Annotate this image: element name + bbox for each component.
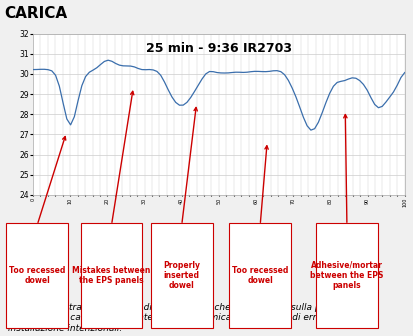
Text: Il grafico mostra le differenze di temperatura che si verificano sulla parte
sup: Il grafico mostra le differenze di tempe… [8, 303, 339, 333]
Text: Mistakes between
the EPS panels: Mistakes between the EPS panels [72, 266, 151, 285]
Text: Properly
inserted
dowel: Properly inserted dowel [163, 261, 200, 290]
Text: CARICA: CARICA [4, 6, 67, 21]
Text: Too recessed
dowel: Too recessed dowel [232, 266, 288, 285]
Text: Adhesive/mortar
between the EPS
panels: Adhesive/mortar between the EPS panels [310, 261, 384, 290]
Text: Too recessed
dowel: Too recessed dowel [9, 266, 65, 285]
Text: 25 min - 9:36 IR2703: 25 min - 9:36 IR2703 [146, 42, 292, 55]
